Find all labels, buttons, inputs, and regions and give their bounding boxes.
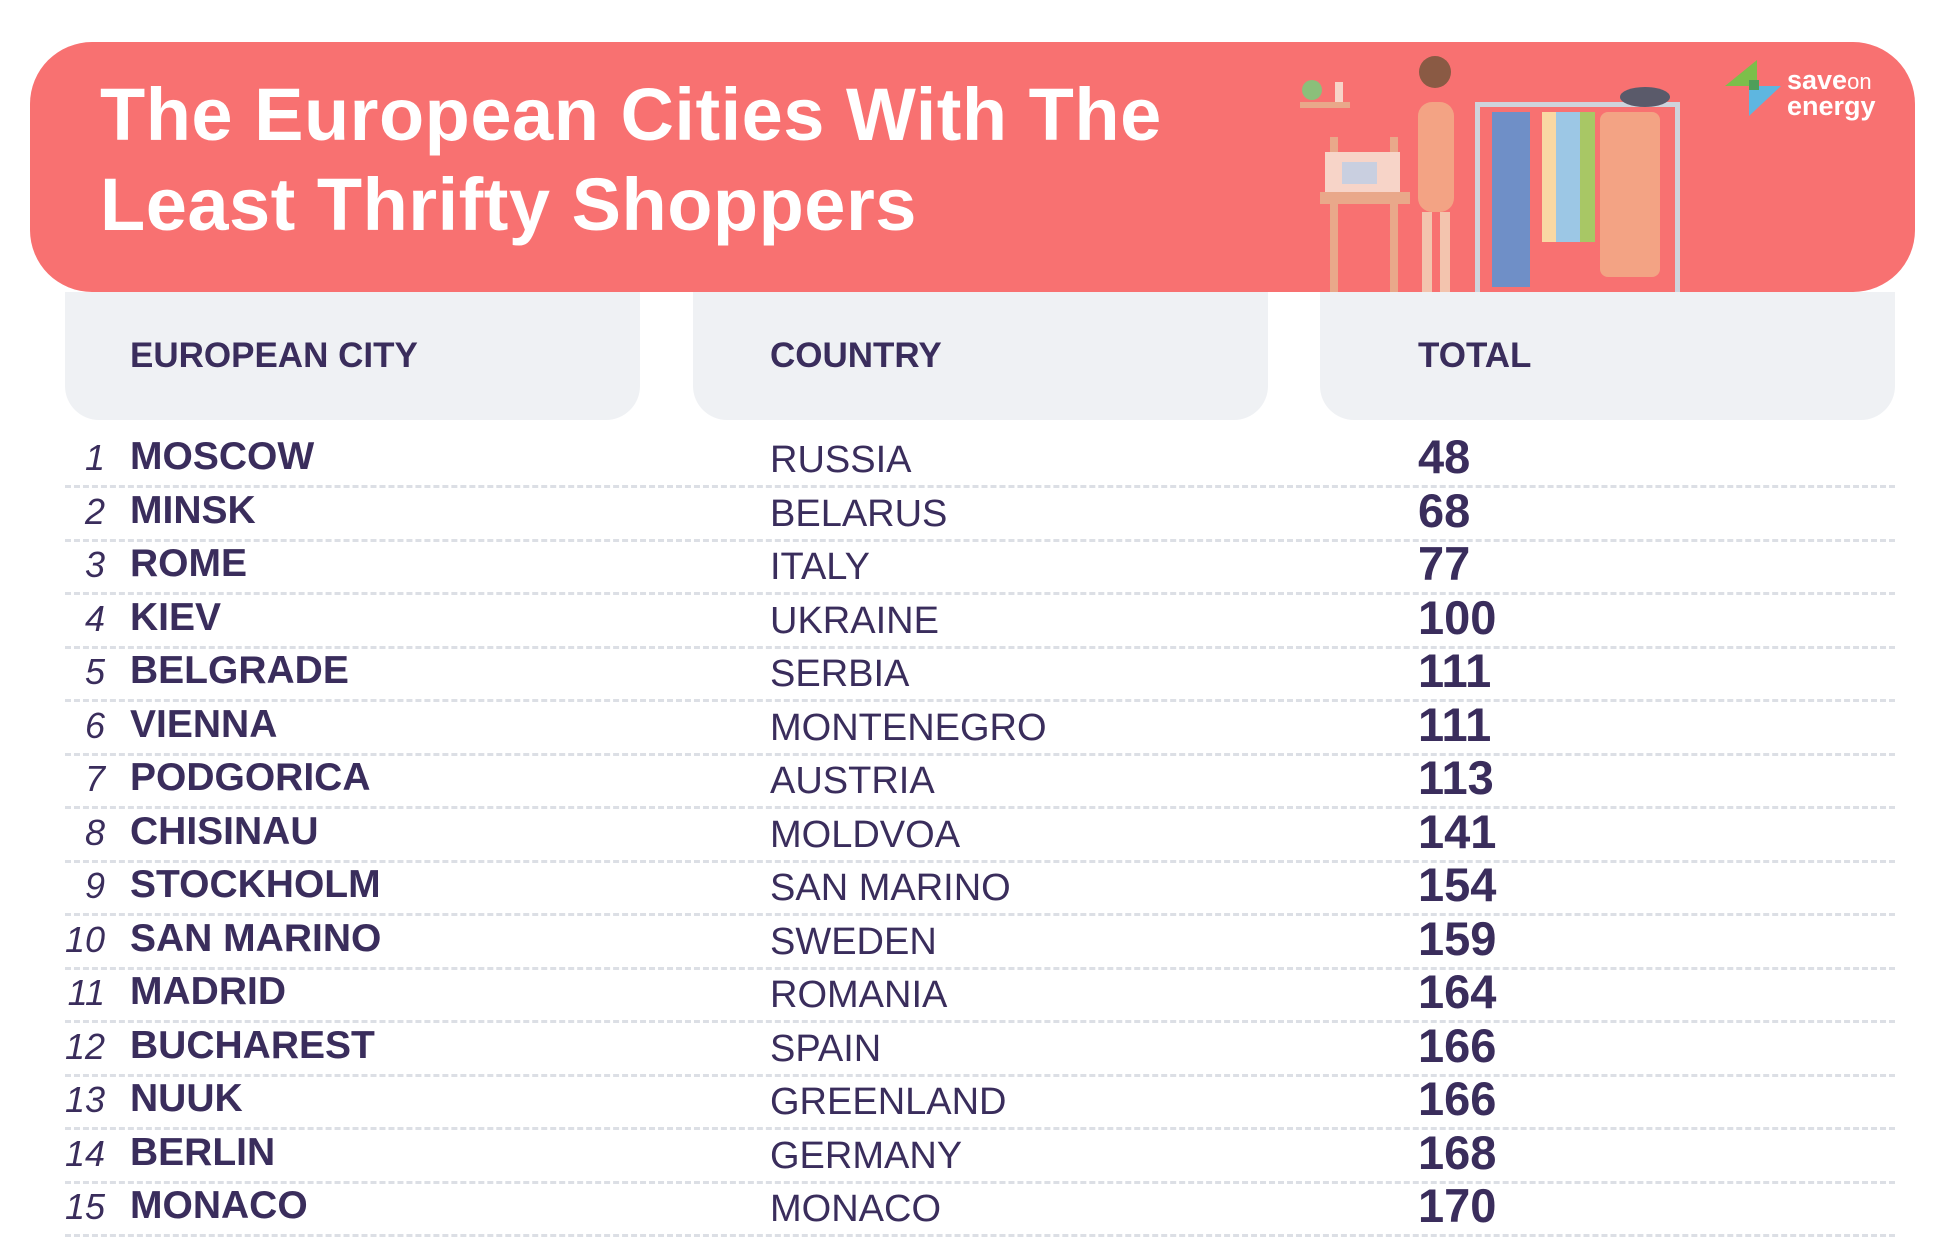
total-cell: 166 bbox=[1418, 1072, 1497, 1125]
country-cell: ROMANIA bbox=[770, 974, 948, 1016]
rank-cell: 8 bbox=[84, 811, 105, 853]
table-row: 4 KIEV UKRAINE 100 bbox=[65, 590, 1895, 649]
table-row: 5 BELGRADE SERBIA 111 bbox=[65, 644, 1895, 702]
table-row: 11 MADRID ROMANIA 164 bbox=[65, 965, 1895, 1023]
table-row: 12 BUCHAREST SPAIN 166 bbox=[65, 1018, 1895, 1077]
city-cell: PODGORICA bbox=[130, 756, 371, 799]
table-row: 15 MONACO MONACO 170 bbox=[65, 1179, 1895, 1237]
country-cell: SWEDEN bbox=[770, 920, 937, 963]
rank-cell: 5 bbox=[84, 651, 105, 692]
country-cell: MOLDVOA bbox=[770, 813, 961, 856]
total-cell: 170 bbox=[1418, 1179, 1497, 1232]
rank-cell: 2 bbox=[84, 490, 105, 532]
header-country: COUNTRY bbox=[693, 292, 1268, 420]
header-label: TOTAL bbox=[1418, 336, 1532, 375]
country-cell: SAN MARINO bbox=[770, 867, 1011, 909]
city-cell: MINSK bbox=[130, 488, 256, 532]
rank-cell: 7 bbox=[84, 758, 105, 799]
city-cell: MADRID bbox=[130, 970, 286, 1013]
title-line-1: The European Cities With The bbox=[100, 73, 1162, 156]
rank-cell: 3 bbox=[84, 544, 105, 585]
rank-cell: 14 bbox=[65, 1132, 106, 1174]
total-cell: 141 bbox=[1418, 804, 1497, 858]
total-cell: 48 bbox=[1418, 430, 1471, 483]
table-row: 2 MINSK BELARUS 68 bbox=[65, 483, 1895, 542]
country-cell: GREENLAND bbox=[770, 1081, 1007, 1123]
total-cell: 154 bbox=[1418, 858, 1497, 911]
title-line-2: Least Thrifty Shoppers bbox=[100, 163, 917, 246]
city-cell: MOSCOW bbox=[130, 435, 315, 478]
total-cell: 159 bbox=[1418, 911, 1497, 965]
city-cell: BERLIN bbox=[130, 1130, 276, 1174]
header-total: TOTAL bbox=[1320, 292, 1895, 420]
country-cell: GERMANY bbox=[770, 1134, 963, 1177]
total-cell: 113 bbox=[1418, 751, 1494, 804]
total-cell: 166 bbox=[1418, 1018, 1497, 1072]
country-cell: SPAIN bbox=[770, 1027, 882, 1070]
country-cell: BELARUS bbox=[770, 492, 948, 535]
total-cell: 100 bbox=[1418, 590, 1497, 644]
header-european-city: EUROPEAN CITY bbox=[65, 292, 640, 420]
country-cell: MONTENEGRO bbox=[770, 706, 1047, 749]
table-row: 3 ROME ITALY 77 bbox=[65, 537, 1895, 595]
total-cell: 111 bbox=[1418, 644, 1492, 697]
save-on-energy-logo: saveon energy bbox=[1725, 58, 1925, 128]
total-cell: 168 bbox=[1418, 1125, 1497, 1179]
country-cell: SERBIA bbox=[770, 653, 910, 695]
rank-cell: 11 bbox=[67, 972, 105, 1013]
page-title: The European Cities With The Least Thrif… bbox=[100, 70, 1162, 250]
table-row: 7 PODGORICA AUSTRIA 113 bbox=[65, 751, 1895, 809]
header-label: EUROPEAN CITY bbox=[130, 336, 418, 375]
shopping-illustration-icon bbox=[1300, 56, 1680, 317]
country-cell: MONACO bbox=[770, 1188, 941, 1230]
city-cell: BELGRADE bbox=[130, 649, 349, 692]
country-cell: RUSSIA bbox=[770, 439, 912, 481]
header-label: COUNTRY bbox=[770, 336, 942, 375]
table-row: 6 VIENNA MONTENEGRO 111 bbox=[65, 697, 1895, 756]
city-cell: BUCHAREST bbox=[130, 1023, 375, 1067]
table-row: 8 CHISINAU MOLDVOA 141 bbox=[65, 804, 1895, 863]
logo-bolt-icon bbox=[1725, 60, 1781, 116]
total-cell: 111 bbox=[1418, 697, 1492, 751]
city-cell: CHISINAU bbox=[130, 809, 319, 853]
city-cell: MONACO bbox=[130, 1184, 308, 1227]
table-row: 14 BERLIN GERMANY 168 bbox=[65, 1125, 1895, 1184]
city-cell: STOCKHOLM bbox=[130, 863, 381, 906]
rank-cell: 6 bbox=[84, 704, 105, 746]
total-cell: 164 bbox=[1418, 965, 1497, 1018]
country-cell: AUSTRIA bbox=[770, 760, 935, 802]
country-cell: ITALY bbox=[770, 546, 870, 588]
title-banner: The European Cities With The Least Thrif… bbox=[30, 42, 1915, 317]
total-cell: 77 bbox=[1418, 537, 1471, 590]
city-cell: NUUK bbox=[130, 1077, 243, 1120]
table-row: 1 MOSCOW RUSSIA 48 bbox=[65, 430, 1895, 488]
rank-cell: 9 bbox=[84, 865, 105, 906]
rank-cell: 12 bbox=[65, 1025, 106, 1067]
rank-cell: 10 bbox=[65, 918, 106, 960]
total-cell: 68 bbox=[1418, 483, 1471, 537]
city-cell: VIENNA bbox=[130, 702, 278, 746]
rank-cell: 4 bbox=[84, 597, 105, 639]
city-cell: ROME bbox=[130, 542, 247, 585]
country-cell: UKRAINE bbox=[770, 599, 939, 642]
rank-cell: 13 bbox=[65, 1079, 106, 1120]
rank-cell: 1 bbox=[84, 437, 105, 478]
table-row: 9 STOCKHOLM SAN MARINO 154 bbox=[65, 858, 1895, 916]
city-cell: SAN MARINO bbox=[130, 916, 382, 960]
rank-cell: 15 bbox=[65, 1186, 106, 1227]
table-row: 13 NUUK GREENLAND 166 bbox=[65, 1072, 1895, 1130]
city-cell: KIEV bbox=[130, 595, 222, 639]
table-row: 10 SAN MARINO SWEDEN 159 bbox=[65, 911, 1895, 970]
